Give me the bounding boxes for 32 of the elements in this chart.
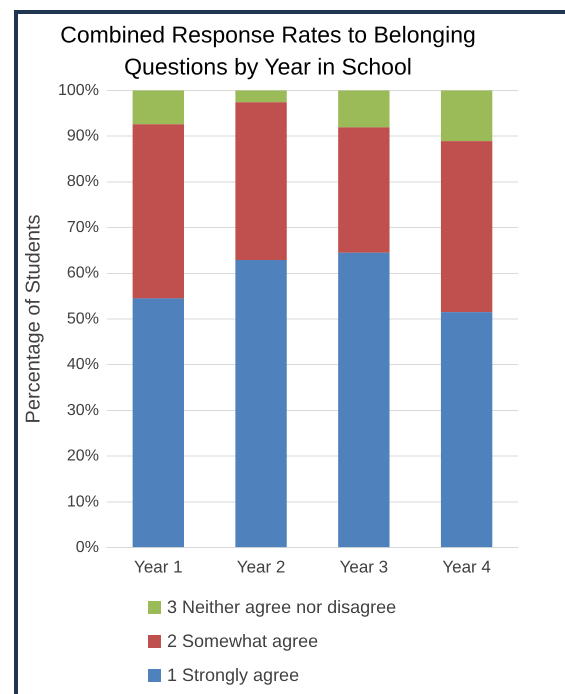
y-tick-label: 70% <box>66 218 99 236</box>
bar <box>440 312 492 548</box>
y-tick-label: 40% <box>66 356 99 374</box>
bar <box>132 298 184 548</box>
y-tick-label: 30% <box>66 402 99 419</box>
bar <box>132 124 184 298</box>
bar <box>338 127 390 253</box>
bar <box>440 141 492 312</box>
bar <box>440 90 492 142</box>
y-tick-label: 20% <box>66 448 99 465</box>
y-tick-label: 10% <box>66 493 99 510</box>
y-axis-title: Percentage of Students <box>22 214 45 424</box>
bar <box>338 252 390 548</box>
x-tick-label: Year 3 <box>340 557 388 576</box>
y-tick-label: 50% <box>66 310 99 328</box>
y-tick-label: 60% <box>66 264 99 282</box>
legend-label: 3 Neither agree nor disagree <box>167 596 396 618</box>
y-tick-label: 0% <box>76 539 99 556</box>
bar <box>235 102 287 260</box>
bar <box>338 90 390 128</box>
x-tick-label: Year 2 <box>236 557 286 576</box>
y-tick-label: 90% <box>66 128 99 145</box>
y-tick-label: 80% <box>66 173 99 190</box>
legend-label: 2 Somewhat agree <box>167 630 318 652</box>
bar <box>235 90 287 102</box>
x-tick-label: Year 4 <box>442 557 491 576</box>
chart-title: Combined Response Rates to Belonging Questions by Year in School <box>60 21 476 80</box>
y-tick-label: 100% <box>58 82 99 99</box>
bar <box>235 260 287 548</box>
bar <box>132 90 184 124</box>
legend-label: 1 Strongly agree <box>167 664 300 686</box>
x-tick-label: Year 1 <box>134 557 183 576</box>
